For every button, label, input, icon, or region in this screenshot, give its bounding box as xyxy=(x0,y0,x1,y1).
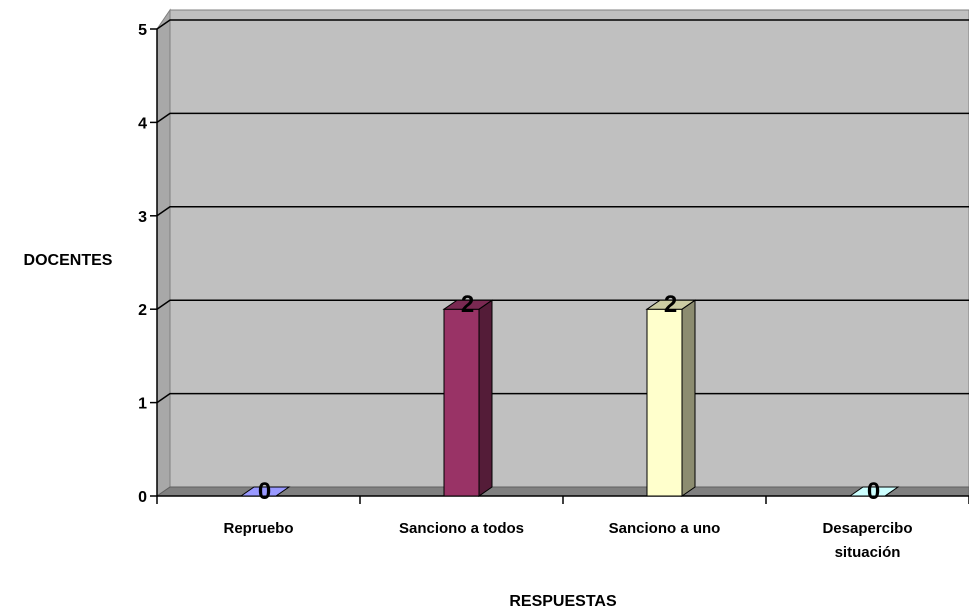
data-label: 2 xyxy=(664,291,677,318)
category-label: Desapercibo situación xyxy=(822,520,912,561)
bar-top xyxy=(645,299,697,310)
y-axis-title: DOCENTES xyxy=(24,252,113,269)
bar xyxy=(645,299,697,497)
chart-wall xyxy=(156,8,969,497)
bar-front xyxy=(646,308,683,497)
data-label: 2 xyxy=(461,291,474,318)
y-tick-label: 5 xyxy=(138,22,147,39)
data-labels: 0 2 2 0 xyxy=(258,291,880,505)
bar xyxy=(239,486,291,497)
gridline xyxy=(156,299,969,310)
y-tick-label: 4 xyxy=(138,115,147,132)
bars xyxy=(239,299,900,497)
x-axis-title: RESPUESTAS xyxy=(509,593,617,609)
category-label-line: Sanciono a uno xyxy=(609,520,721,537)
bar-side xyxy=(478,299,493,497)
category-label: Repruebo xyxy=(223,520,293,537)
y-tick-label: 3 xyxy=(138,209,147,226)
y-tick-label: 1 xyxy=(138,396,147,413)
category-label: Sanciono a todos xyxy=(399,520,524,537)
gridline xyxy=(156,19,969,30)
y-tick-labels: 0 1 2 3 4 5 xyxy=(138,22,147,506)
bar-top xyxy=(848,486,900,497)
side-wall xyxy=(156,8,171,497)
gridline xyxy=(156,206,969,217)
category-label-line: situación xyxy=(835,544,901,561)
y-tick-label: 0 xyxy=(138,489,147,506)
category-label-line: Desapercibo xyxy=(822,520,912,537)
category-label: Sanciono a uno xyxy=(609,520,721,537)
data-label: 0 xyxy=(258,478,271,505)
bar xyxy=(848,486,900,497)
axes xyxy=(150,28,969,504)
bar xyxy=(442,299,494,497)
back-wall xyxy=(169,9,969,488)
category-label-line: Repruebo xyxy=(223,520,293,537)
gridline xyxy=(156,392,969,404)
bar-top xyxy=(239,486,291,497)
gridlines xyxy=(156,19,969,404)
y-tick-label: 2 xyxy=(138,302,147,319)
bar-front xyxy=(443,308,480,497)
bar-top xyxy=(442,299,494,310)
data-label: 0 xyxy=(867,478,880,505)
bar-side xyxy=(681,299,696,497)
category-labels: Repruebo Sanciono a todos Sanciono a uno De… xyxy=(223,520,912,561)
category-label-line: Sanciono a todos xyxy=(399,520,524,537)
gridline xyxy=(156,112,969,124)
